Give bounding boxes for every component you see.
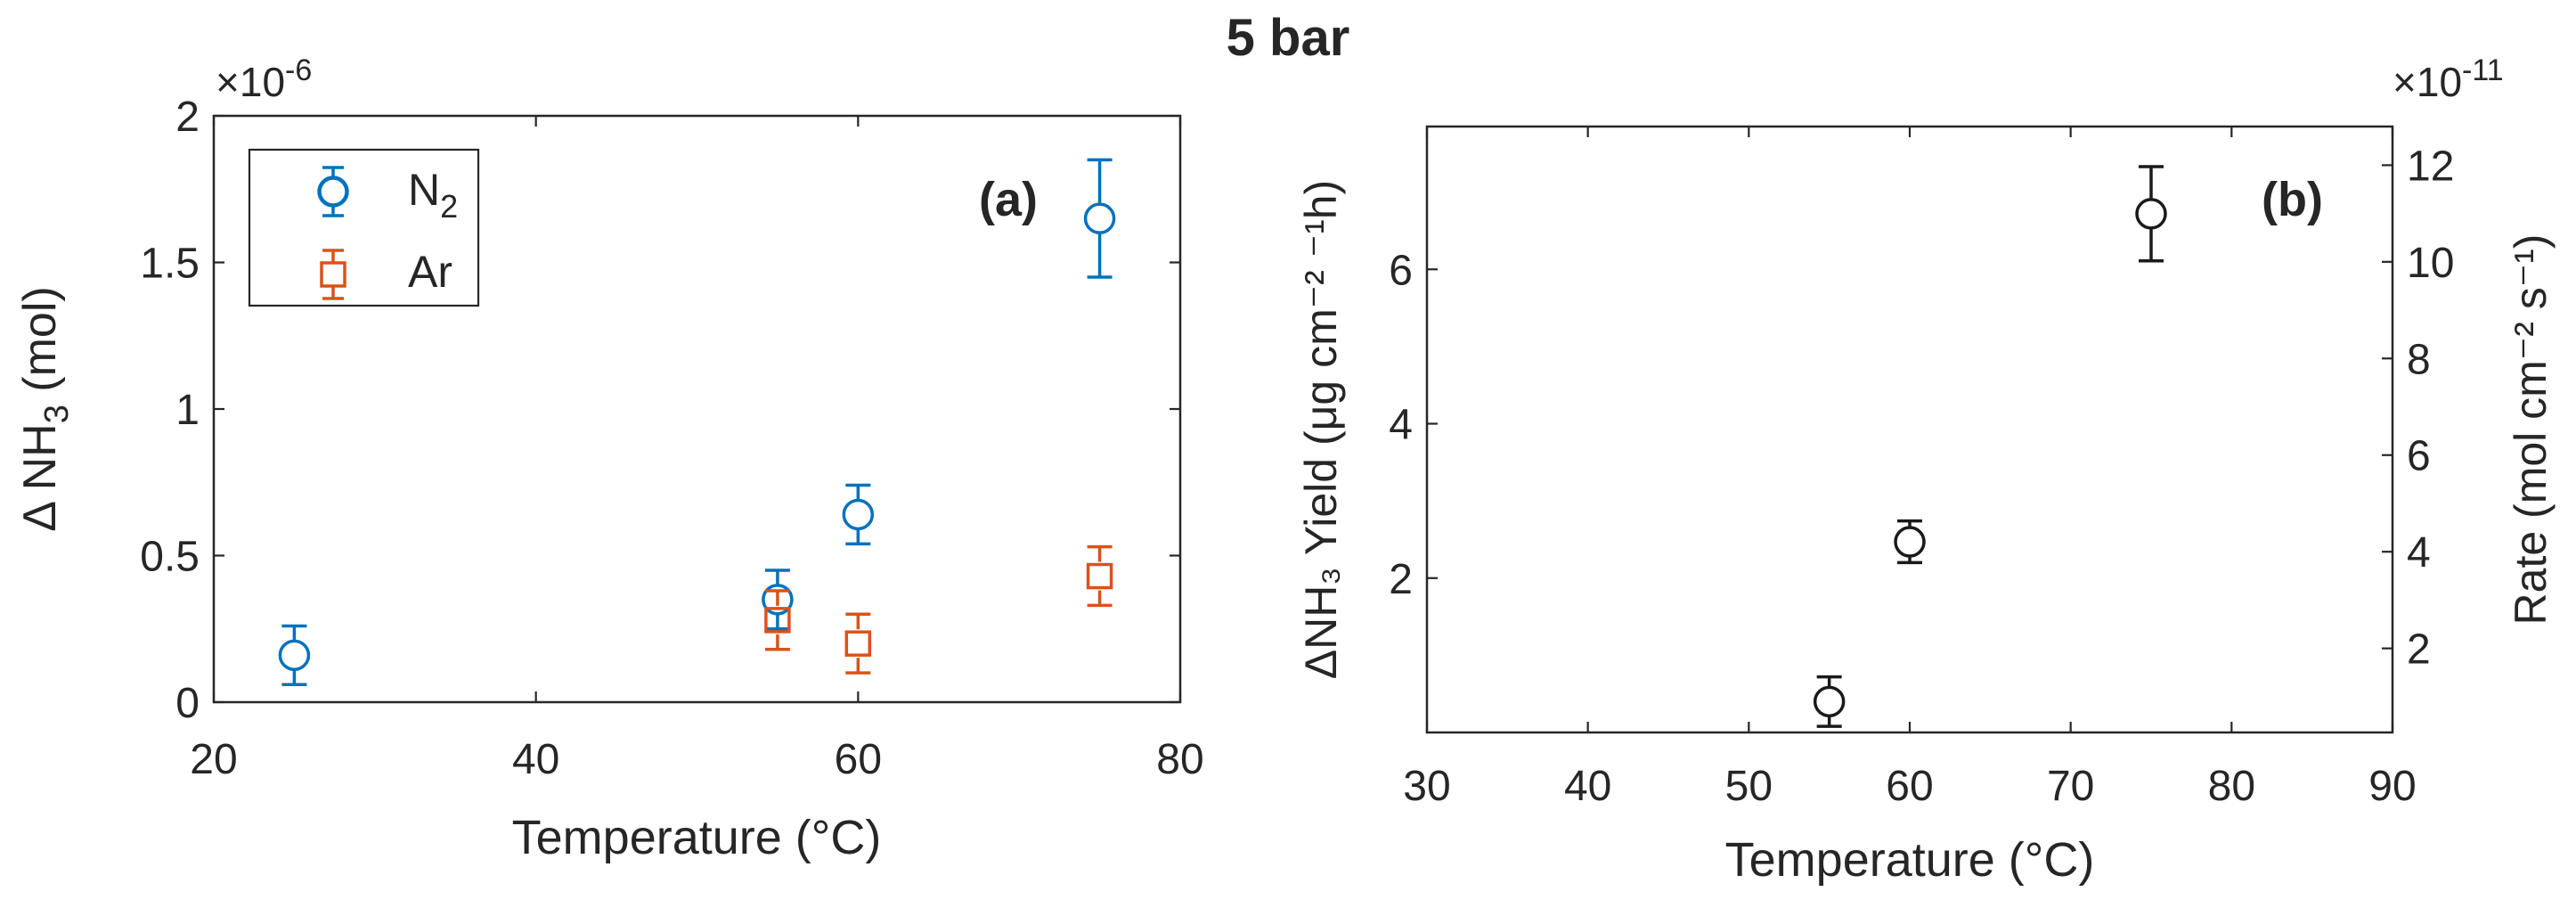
x-axis-a: 20 40 60 80 bbox=[190, 116, 1204, 783]
series-b-0 bbox=[1813, 165, 2167, 728]
y-axis-right-b: 2 4 6 8 10 12 bbox=[2382, 143, 2454, 674]
y-b-right-tick-label-0: 2 bbox=[2407, 626, 2431, 674]
point-n2-2 bbox=[842, 498, 875, 531]
point-n2-3 bbox=[1083, 202, 1116, 234]
point-ar-0 bbox=[764, 607, 791, 634]
legend-marker-n2 bbox=[317, 166, 349, 217]
point-b-2 bbox=[2135, 198, 2167, 230]
y-a-tick-label-0: 0 bbox=[175, 680, 200, 727]
legend-label-ar: Ar bbox=[408, 247, 452, 297]
point-n2-0 bbox=[278, 639, 311, 672]
legend-box bbox=[248, 148, 480, 307]
y-b-right-tick-label-1: 4 bbox=[2407, 529, 2431, 577]
y-b-right-tick-label-2: 6 bbox=[2407, 433, 2431, 480]
x-axis-label-a: Temperature (°C) bbox=[512, 811, 882, 864]
right-scale-multiplier-b: ×10-11 bbox=[2393, 53, 2504, 105]
y-axis-a: 0 0.5 1 1.5 2 bbox=[140, 94, 1180, 727]
x-a-tick-label-0: 20 bbox=[190, 736, 237, 783]
y-b-left-tick-label-0: 2 bbox=[1389, 556, 1413, 603]
y-axis-label-a: Δ NH3 (mol) bbox=[14, 286, 76, 531]
legend-entry-n2: N2 bbox=[317, 165, 458, 225]
y-a-tick-label-4: 2 bbox=[175, 94, 200, 141]
legend-marker-ar bbox=[320, 249, 346, 300]
x-b-tick-label-5: 80 bbox=[2208, 763, 2255, 810]
y-axis-left-b: 2 4 6 bbox=[1389, 247, 1438, 603]
point-ar-1 bbox=[844, 630, 872, 657]
panel-label-b: (b) bbox=[2262, 173, 2323, 226]
legend-entry-ar: Ar bbox=[320, 247, 452, 300]
y-a-tick-label-3: 1.5 bbox=[140, 241, 200, 288]
x-axis-b: 30 40 50 60 70 80 90 bbox=[1403, 127, 2417, 810]
axes-b-frame bbox=[1425, 125, 2394, 734]
y-a-tick-label-2: 1 bbox=[175, 387, 200, 434]
plot-area-b bbox=[1813, 165, 2167, 728]
y-axis-label-left-b: ΔNH₃ Yield (μg cm⁻² ⁻¹h) bbox=[1296, 180, 1346, 679]
series-ar bbox=[764, 544, 1113, 675]
x-b-tick-label-2: 50 bbox=[1725, 763, 1773, 810]
y-a-tick-label-1: 0.5 bbox=[140, 534, 200, 581]
x-b-tick-label-1: 40 bbox=[1564, 763, 1611, 810]
legend-label-n2: N2 bbox=[408, 165, 458, 225]
x-b-tick-label-0: 30 bbox=[1403, 763, 1450, 810]
point-b-1 bbox=[1894, 526, 1926, 558]
panel-b: 30 40 50 60 70 80 90 2 4 6 2 4 6 8 10 12 ×10-11 ΔNH₃ … bbox=[1296, 53, 2556, 887]
series-n2 bbox=[278, 158, 1116, 687]
y-b-right-tick-label-5: 12 bbox=[2407, 143, 2454, 190]
legend-a: N2 Ar bbox=[248, 148, 480, 307]
y-b-right-tick-label-3: 8 bbox=[2407, 336, 2431, 383]
x-a-tick-label-1: 40 bbox=[512, 736, 559, 783]
legend-ar-square bbox=[320, 261, 346, 288]
x-a-tick-label-3: 80 bbox=[1156, 736, 1203, 783]
x-b-tick-label-4: 70 bbox=[2047, 763, 2094, 810]
x-a-tick-label-2: 60 bbox=[835, 736, 882, 783]
x-b-tick-label-6: 90 bbox=[2368, 763, 2416, 810]
panel-a: 20 40 60 80 0 0.5 1 1.5 2 ×10-6 Δ NH3 (mol) Tem… bbox=[14, 53, 1204, 864]
y-b-left-tick-label-2: 6 bbox=[1389, 247, 1413, 294]
y-b-right-tick-label-4: 10 bbox=[2407, 240, 2454, 287]
y-b-left-tick-label-1: 4 bbox=[1389, 402, 1413, 449]
point-ar-2 bbox=[1086, 562, 1113, 590]
x-axis-label-b: Temperature (°C) bbox=[1725, 833, 2095, 887]
y-axis-label-right-b: Rate (mol cm⁻² s⁻¹) bbox=[2506, 234, 2556, 626]
point-b-0 bbox=[1813, 685, 1846, 718]
figure-title: 5 bar bbox=[1227, 9, 1350, 67]
plot-area-a bbox=[278, 158, 1116, 687]
y-scale-multiplier-a: ×10-6 bbox=[216, 53, 312, 105]
x-b-tick-label-3: 60 bbox=[1886, 763, 1933, 810]
legend-n2-circle bbox=[318, 176, 348, 207]
point-n2-1 bbox=[762, 584, 794, 616]
panel-label-a: (a) bbox=[979, 173, 1038, 226]
